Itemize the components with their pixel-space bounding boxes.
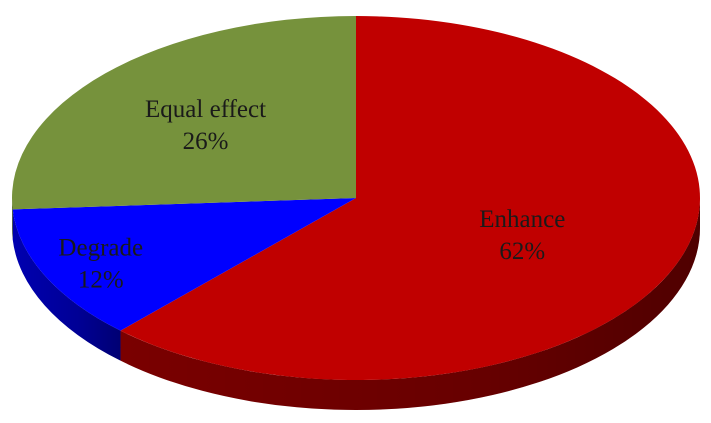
pie-slice-enhance bbox=[120, 16, 700, 380]
pie-side-shade-degrade bbox=[12, 209, 121, 361]
pie-slice-equal-effect bbox=[11, 16, 356, 210]
pie-label-name: Degrade bbox=[58, 235, 143, 262]
pie-labels: Enhance 62% Degrade 12% Equal effect 26% bbox=[58, 96, 565, 293]
pie-label-name: Enhance bbox=[479, 206, 565, 233]
pie-label-degrade: Degrade 12% bbox=[58, 235, 143, 294]
pie-label-equal-effect: Equal effect 26% bbox=[145, 96, 266, 155]
pie-tops bbox=[11, 16, 700, 380]
pie-label-value: 62% bbox=[499, 238, 545, 265]
pie-slice-degrade bbox=[12, 198, 357, 331]
pie-label-enhance: Enhance 62% bbox=[479, 206, 565, 265]
pie-label-value: 12% bbox=[78, 267, 124, 294]
pie-label-name: Equal effect bbox=[145, 96, 266, 123]
pie-sides bbox=[12, 198, 700, 411]
pie-side-shade-enhance bbox=[120, 198, 700, 411]
pie-label-value: 26% bbox=[183, 128, 229, 155]
pie-side-shade-equal-effect bbox=[12, 198, 13, 240]
